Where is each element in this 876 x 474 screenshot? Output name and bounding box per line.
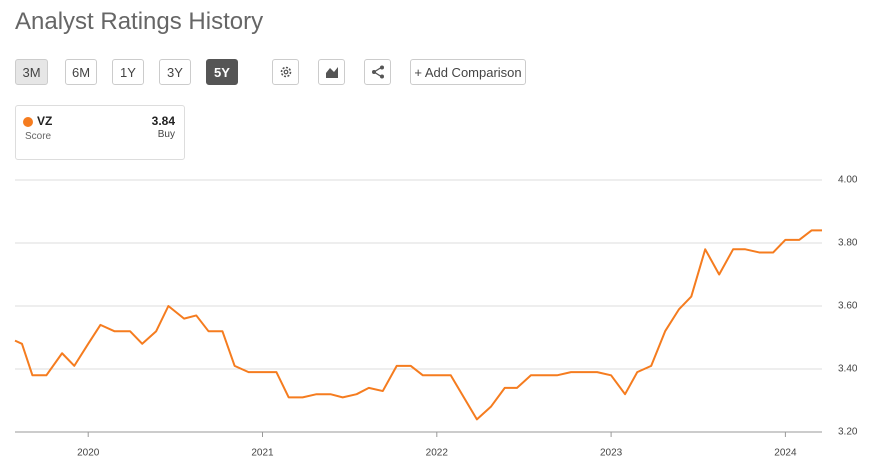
y-tick-label: 3.60 xyxy=(838,301,858,312)
range-button[interactable]: 3Y xyxy=(159,59,191,85)
x-tick-label: 2022 xyxy=(426,448,449,459)
chart-type-button[interactable] xyxy=(318,59,345,85)
add-comparison-button[interactable]: + Add Comparison xyxy=(410,59,526,85)
range-button[interactable]: 1Y xyxy=(112,59,144,85)
settings-button[interactable] xyxy=(272,59,299,85)
legend-symbol: VZ xyxy=(37,114,53,128)
legend-card: VZ Score 3.84 Buy xyxy=(15,105,185,160)
y-tick-label: 3.80 xyxy=(838,238,858,249)
line-series xyxy=(14,229,822,421)
share-button[interactable] xyxy=(364,59,391,85)
x-tick-label: 2023 xyxy=(600,448,623,459)
x-tick-label: 2021 xyxy=(251,448,274,459)
y-tick-label: 3.20 xyxy=(838,427,858,438)
chart-icon xyxy=(325,67,338,78)
range-button[interactable]: 6M xyxy=(65,59,97,85)
share-icon xyxy=(371,65,384,79)
legend-value: 3.84 xyxy=(151,114,175,128)
page-title: Analyst Ratings History xyxy=(15,8,264,35)
x-tick-label: 2020 xyxy=(77,448,100,459)
x-tick-label: 2024 xyxy=(774,448,797,459)
range-button[interactable]: 3M xyxy=(15,59,48,85)
gear-icon xyxy=(280,66,291,78)
range-button[interactable]: 5Y xyxy=(206,59,238,85)
y-tick-label: 3.40 xyxy=(838,364,858,375)
legend-label: Score xyxy=(25,131,52,142)
legend-rating: Buy xyxy=(157,129,175,140)
legend-swatch xyxy=(23,117,33,127)
y-tick-label: 4.00 xyxy=(838,175,858,186)
